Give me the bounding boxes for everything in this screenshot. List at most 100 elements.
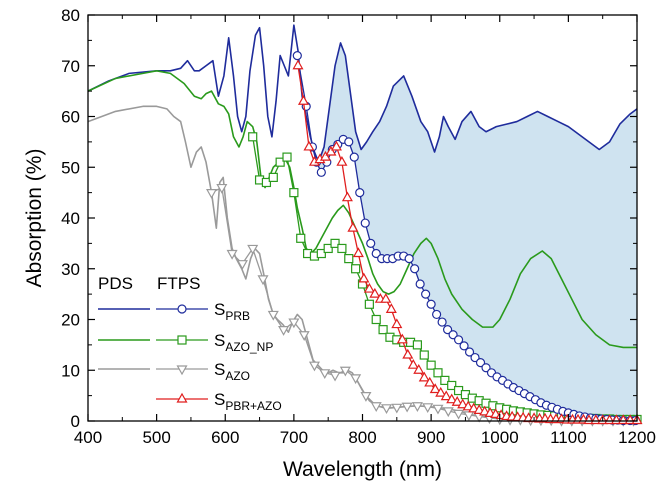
- ftps-azo-point: [422, 403, 434, 414]
- y-tick-label: 50: [61, 158, 80, 177]
- ftps-pbr-azo-point: [479, 405, 491, 416]
- x-tick-label: 900: [417, 428, 445, 447]
- legend-ftps-marker: [176, 392, 188, 403]
- ftps-azo-np-point: [289, 188, 299, 198]
- axis-ticks: 400 500 600 700 800 900 1000 1100 1200 0 10 20 30 40 5…: [61, 6, 656, 447]
- ftps-pbr-azo-point: [352, 247, 364, 258]
- ftps-prb-point: [360, 218, 370, 228]
- legend-label-subscript: AZO: [225, 369, 250, 383]
- ftps-pbr-azo-point: [451, 395, 463, 406]
- ftps-prb-point: [448, 330, 458, 340]
- ftps-prb-point: [316, 167, 326, 177]
- x-tick-label: 1000: [481, 428, 519, 447]
- ftps-azo-point: [298, 331, 310, 341]
- legend-label: SPBR+AZO: [214, 390, 282, 413]
- legend-row-azo-np: SAZO_NP: [98, 331, 273, 354]
- series-pds-prb: [87, 24, 638, 163]
- ftps-azo-point: [226, 249, 238, 260]
- ftps-prb-point: [426, 299, 436, 309]
- ftps-pbr-azo-point: [347, 221, 359, 232]
- ftps-pbr-azo-point: [396, 333, 408, 344]
- ftps-azo-point: [360, 392, 372, 402]
- ftps-pbr-azo-point: [446, 393, 458, 404]
- ftps-azo-np-point: [330, 238, 340, 248]
- ftps-prb-point: [442, 325, 453, 335]
- y-tick-label: 30: [61, 260, 80, 279]
- ftps-prb-point: [404, 254, 414, 264]
- ftps-azo-np-point: [261, 177, 272, 188]
- ftps-azo-np-point: [419, 350, 429, 360]
- legend-header-ftps: FTPS: [157, 274, 200, 293]
- ftps-pbr-azo-point: [402, 348, 414, 359]
- ftps-azo-np-point: [323, 243, 333, 254]
- y-axis-label: Absorption (%): [23, 149, 46, 288]
- ftps-prb-point: [481, 363, 491, 373]
- ftps-pbr-azo-point: [418, 371, 430, 382]
- legend-row-azo: SAZO: [98, 360, 250, 383]
- pds-prb-line: [87, 24, 638, 163]
- ftps-pbr-azo-point: [407, 358, 419, 369]
- ftps-azo-np-point: [344, 254, 354, 264]
- y-tick-label: 10: [61, 361, 80, 380]
- legend-label-base: S: [214, 300, 225, 319]
- ftps-azo-point: [350, 374, 362, 385]
- legend-label-base: S: [214, 360, 225, 379]
- ftps-prb-point: [415, 279, 425, 289]
- ftps-prb-point: [355, 188, 365, 198]
- legend-ftps-marker: [176, 365, 188, 376]
- ftps-azo-point: [401, 402, 413, 413]
- ftps-azo-np-point: [316, 248, 326, 259]
- ftps-azo-np-point: [351, 264, 361, 274]
- ftps-pbr-azo-point: [330, 140, 342, 151]
- ftps-pbr-azo-point: [369, 287, 381, 298]
- legend-row-prb: SPRB: [98, 300, 250, 323]
- ftps-azo-point: [308, 361, 320, 372]
- ftps-azo-np-point: [248, 132, 258, 142]
- x-tick-label: 400: [74, 428, 102, 447]
- ftps-pbr-azo-point: [341, 191, 353, 202]
- ftps-azo-point: [432, 404, 444, 415]
- ftps-azo-point: [442, 407, 454, 418]
- legend-label: SAZO: [214, 360, 250, 383]
- ftps-pbr-azo-point: [462, 400, 474, 411]
- shaded-region: [314, 42, 637, 421]
- ftps-azo-point: [370, 402, 382, 412]
- ftps-pbr-azo-point: [413, 364, 425, 374]
- ftps-azo-np-point: [275, 157, 285, 167]
- legend-row-pbr-azo: SPBR+AZO: [156, 390, 282, 413]
- ftps-prb-point: [475, 358, 486, 368]
- ftps-azo-np-point: [412, 340, 422, 350]
- ftps-pbr-azo-point: [319, 150, 331, 161]
- legend-label-subscript: PBR+AZO: [225, 399, 281, 413]
- ftps-pbr-azo-point: [457, 398, 469, 409]
- x-axis-label: Wavelength (nm): [283, 458, 442, 481]
- ftps-prb-point: [371, 248, 381, 259]
- legend-label: SAZO_NP: [214, 331, 273, 354]
- ftps-azo-point: [411, 402, 423, 412]
- legend-label-base: S: [214, 390, 225, 409]
- ftps-azo-point: [339, 366, 351, 377]
- ftps-azo-point: [380, 404, 393, 415]
- y-tick-label: 40: [61, 209, 80, 228]
- legend-header-pds: PDS: [98, 274, 133, 293]
- ftps-pbr-azo-point: [468, 402, 480, 413]
- y-tick-label: 80: [61, 6, 80, 25]
- series-pds-azo-np: [87, 70, 637, 349]
- ftps-azo-np-point: [282, 152, 292, 162]
- ftps-prb-point: [437, 317, 447, 327]
- ftps-azo-np-point: [433, 368, 443, 378]
- ftps-pbr-azo-point: [391, 318, 403, 329]
- ftps-azo-point: [391, 403, 403, 414]
- ftps-azo-point: [319, 369, 331, 380]
- ftps-pbr-azo-point: [292, 59, 304, 70]
- ftps-pbr-azo-point: [435, 386, 447, 397]
- ftps-pbr-azo-point: [325, 145, 337, 156]
- ftps-prb-point: [432, 309, 442, 320]
- x-tick-label: 700: [280, 428, 308, 447]
- ftps-azo-np-point: [371, 314, 381, 325]
- ftps-prb-point: [366, 238, 376, 248]
- ftps-prb-point: [292, 50, 302, 61]
- legend-label-base: S: [214, 331, 225, 350]
- ftps-prb-point: [453, 335, 464, 345]
